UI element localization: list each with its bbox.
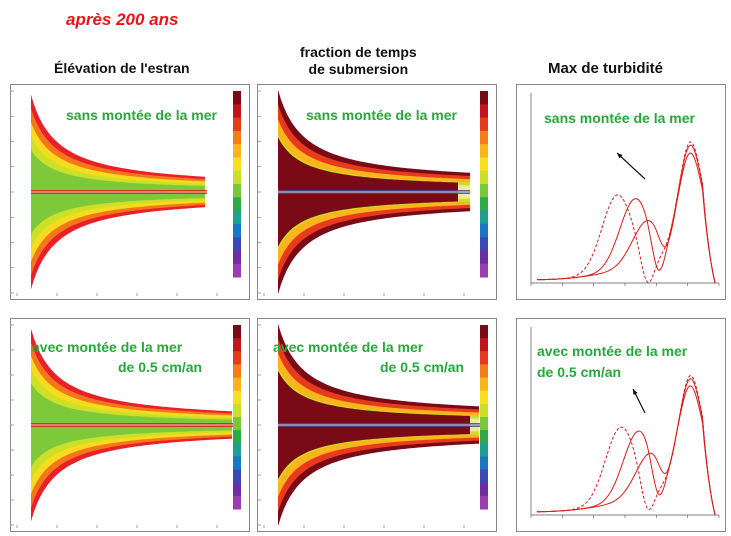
panel-elevation-no-rise (10, 84, 250, 300)
colorbar-swatch (233, 91, 241, 105)
colorbar-swatch (233, 325, 241, 339)
turbidity-curve-dashed (537, 375, 716, 516)
arrow-head-icon (617, 153, 623, 159)
turbidity-curve-low (537, 152, 716, 284)
colorbar-swatch (480, 456, 488, 471)
colorbar-swatch (480, 351, 488, 365)
colorbar-swatch (480, 430, 488, 444)
colorbar-swatch (480, 157, 488, 172)
plot-turbidity-no-rise (530, 93, 720, 286)
colorbar-swatch (480, 250, 488, 265)
colorbar-swatch (233, 403, 241, 418)
colorbar-swatch (480, 223, 488, 238)
colorbar-swatch (233, 197, 241, 212)
column-title-submersion: fraction de temps de submersion (300, 44, 417, 78)
colorbar-swatch (233, 338, 241, 352)
panel-turbidity-with-rise (516, 318, 726, 532)
colorbar-swatch (480, 210, 488, 225)
colorbar-swatch (480, 197, 488, 212)
colorbar-swatch (233, 430, 241, 444)
column-title-turbidity: Max de turbidité (548, 60, 664, 77)
colorbar-swatch (480, 144, 488, 158)
panel-submersion-no-rise (257, 84, 497, 300)
colorbar-swatch (233, 390, 241, 405)
page-title: après 200 ans (66, 10, 179, 29)
colorbar-swatch (233, 364, 241, 379)
colorbar-swatch (233, 469, 241, 484)
colorbar-swatch (233, 417, 241, 431)
colorbar-swatch (480, 184, 488, 198)
colorbar-swatch (233, 443, 241, 457)
colorbar-swatch (233, 104, 241, 119)
colorbar-swatch (233, 456, 241, 471)
colorbar-swatch (233, 184, 241, 198)
colorbar-swatch (480, 443, 488, 457)
colorbar-swatch (233, 237, 241, 251)
arrow-head-icon (633, 389, 638, 395)
colorbar-swatch (233, 495, 241, 510)
colorbar-swatch (480, 117, 488, 132)
colorbar-swatch (480, 417, 488, 431)
colorbar-swatch (233, 130, 241, 145)
colorbar-swatch (480, 469, 488, 484)
colorbar-swatch (480, 338, 488, 352)
plot-turbidity-with-rise (530, 327, 720, 518)
panel-turbidity-no-rise (516, 84, 726, 300)
panel-submersion-with-rise (257, 318, 497, 532)
column-title-submersion-line1: fraction de temps (300, 44, 417, 60)
colorbar-swatch (233, 210, 241, 225)
map-elevation-with-rise (11, 324, 241, 528)
turbidity-curve-dashed (537, 141, 716, 284)
colorbar-swatch (480, 390, 488, 405)
map-submersion-no-rise (258, 89, 488, 296)
colorbar-swatch (480, 377, 488, 392)
colorbar-swatch (233, 250, 241, 265)
colorbar-swatch (480, 104, 488, 119)
colorbar-swatch (480, 495, 488, 510)
arrow-up-left-icon (616, 152, 646, 180)
map-elevation-no-rise (11, 90, 241, 296)
colorbar-swatch (480, 482, 488, 497)
colorbar-swatch (480, 91, 488, 105)
panel-elevation-with-rise (10, 318, 250, 532)
turbidity-curve-mid (537, 378, 716, 516)
colorbar-swatch (233, 482, 241, 497)
colorbar-swatch (233, 157, 241, 172)
turbidity-curve-low (537, 385, 716, 516)
colorbar-swatch (480, 263, 488, 278)
colorbar-swatch (480, 130, 488, 145)
colorbar-swatch (233, 117, 241, 132)
turbidity-curve-mid (537, 144, 716, 284)
colorbar-swatch (480, 170, 488, 185)
colorbar-swatch (233, 351, 241, 365)
map-submersion-with-rise (258, 323, 488, 528)
colorbar-swatch (480, 364, 488, 379)
colorbar-swatch (233, 223, 241, 238)
colorbar-swatch (480, 325, 488, 339)
colorbar-swatch (233, 377, 241, 392)
column-title-elevation: Élévation de l'estran (54, 60, 190, 76)
column-title-submersion-line2: de submersion (308, 61, 409, 77)
colorbar-swatch (233, 170, 241, 185)
colorbar-swatch (233, 263, 241, 278)
colorbar-swatch (233, 144, 241, 158)
colorbar-swatch (480, 237, 488, 251)
colorbar-swatch (480, 403, 488, 418)
